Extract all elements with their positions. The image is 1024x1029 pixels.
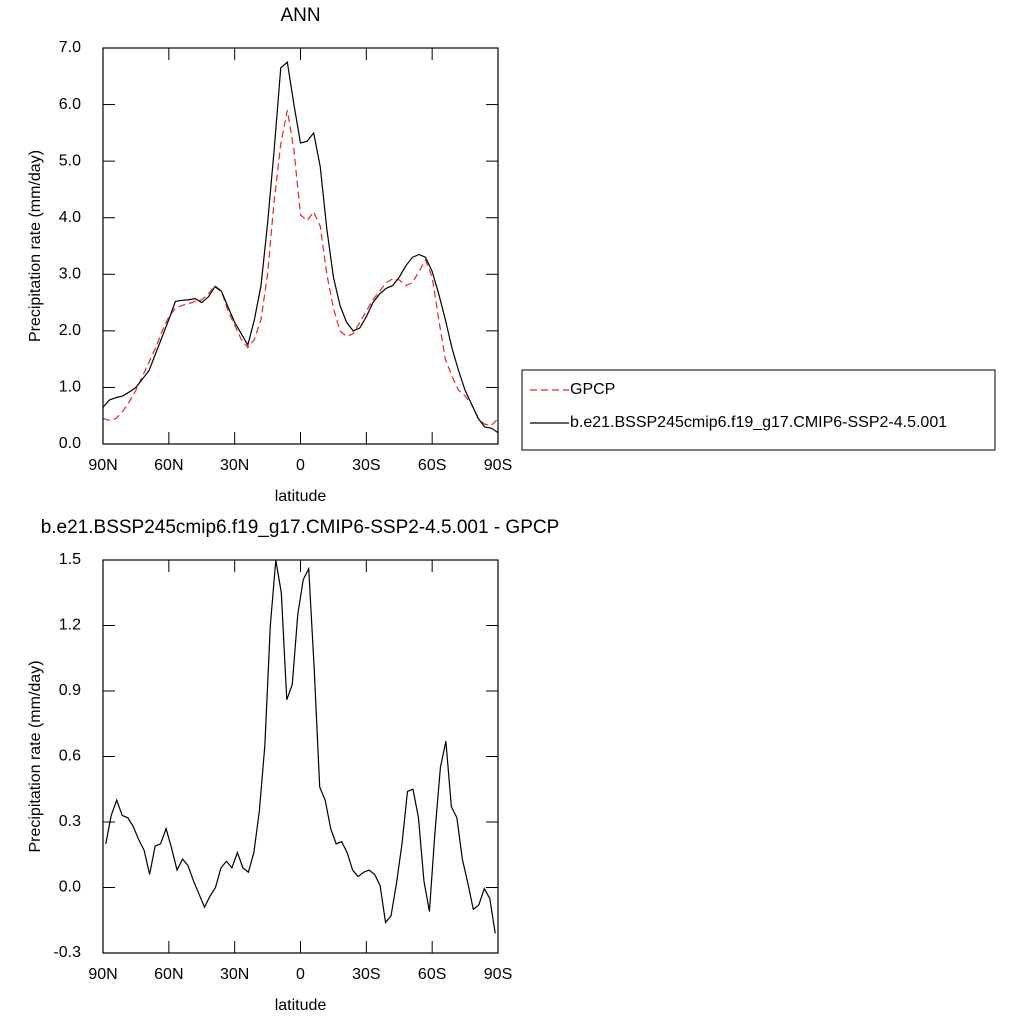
data-line xyxy=(105,559,496,934)
y-tick-label: 1.5 xyxy=(59,551,81,568)
plot-frame xyxy=(102,47,499,445)
y-tick-label: 3.0 xyxy=(59,266,81,283)
data-line xyxy=(102,110,499,426)
y-tick-label: 7.0 xyxy=(59,39,81,56)
y-tick-label: 5.0 xyxy=(59,152,81,169)
legend-box xyxy=(521,369,996,451)
y-tick-label: 4.0 xyxy=(59,209,81,226)
x-axis-label: latitude xyxy=(275,488,327,505)
plot-frame xyxy=(102,559,499,954)
y-tick-label: 6.0 xyxy=(59,96,81,113)
y-tick-label: 2.0 xyxy=(59,322,81,339)
x-tick-label: 90N xyxy=(88,966,117,983)
chart-title: b.e21.BSSP245cmip6.f19_g17.CMIP6-SSP2-4.… xyxy=(41,517,560,538)
legend-label: GPCP xyxy=(570,381,615,398)
x-tick-label: 0 xyxy=(296,966,305,983)
x-tick-label: 90N xyxy=(88,457,117,474)
y-tick-label: -0.3 xyxy=(53,944,81,961)
y-tick-label: 1.0 xyxy=(59,379,81,396)
y-tick-label: 0.0 xyxy=(59,435,81,452)
x-tick-label: 30N xyxy=(220,457,249,474)
x-tick-label: 30S xyxy=(352,457,380,474)
data-line xyxy=(102,60,499,434)
x-tick-label: 60S xyxy=(418,457,446,474)
x-tick-label: 60S xyxy=(418,966,446,983)
chart-title: ANN xyxy=(280,5,320,26)
x-tick-label: 30N xyxy=(220,966,249,983)
y-tick-label: 0.0 xyxy=(59,879,81,896)
x-tick-label: 90S xyxy=(484,966,512,983)
x-tick-label: 30S xyxy=(352,966,380,983)
y-tick-label: 0.3 xyxy=(59,813,81,830)
x-tick-label: 60N xyxy=(154,966,183,983)
x-tick-label: 60N xyxy=(154,457,183,474)
y-tick-label: 0.6 xyxy=(59,748,81,765)
x-tick-label: 90S xyxy=(484,457,512,474)
x-tick-label: 0 xyxy=(296,457,305,474)
y-tick-label: 0.9 xyxy=(59,682,81,699)
legend-label: b.e21.BSSP245cmip6.f19_g17.CMIP6-SSP2-4.… xyxy=(570,414,947,431)
y-tick-label: 1.2 xyxy=(59,617,81,634)
y-axis-label: Precipitation rate (mm/day) xyxy=(27,660,44,852)
x-axis-label: latitude xyxy=(275,997,327,1014)
y-axis-label: Precipitation rate (mm/day) xyxy=(27,150,44,342)
